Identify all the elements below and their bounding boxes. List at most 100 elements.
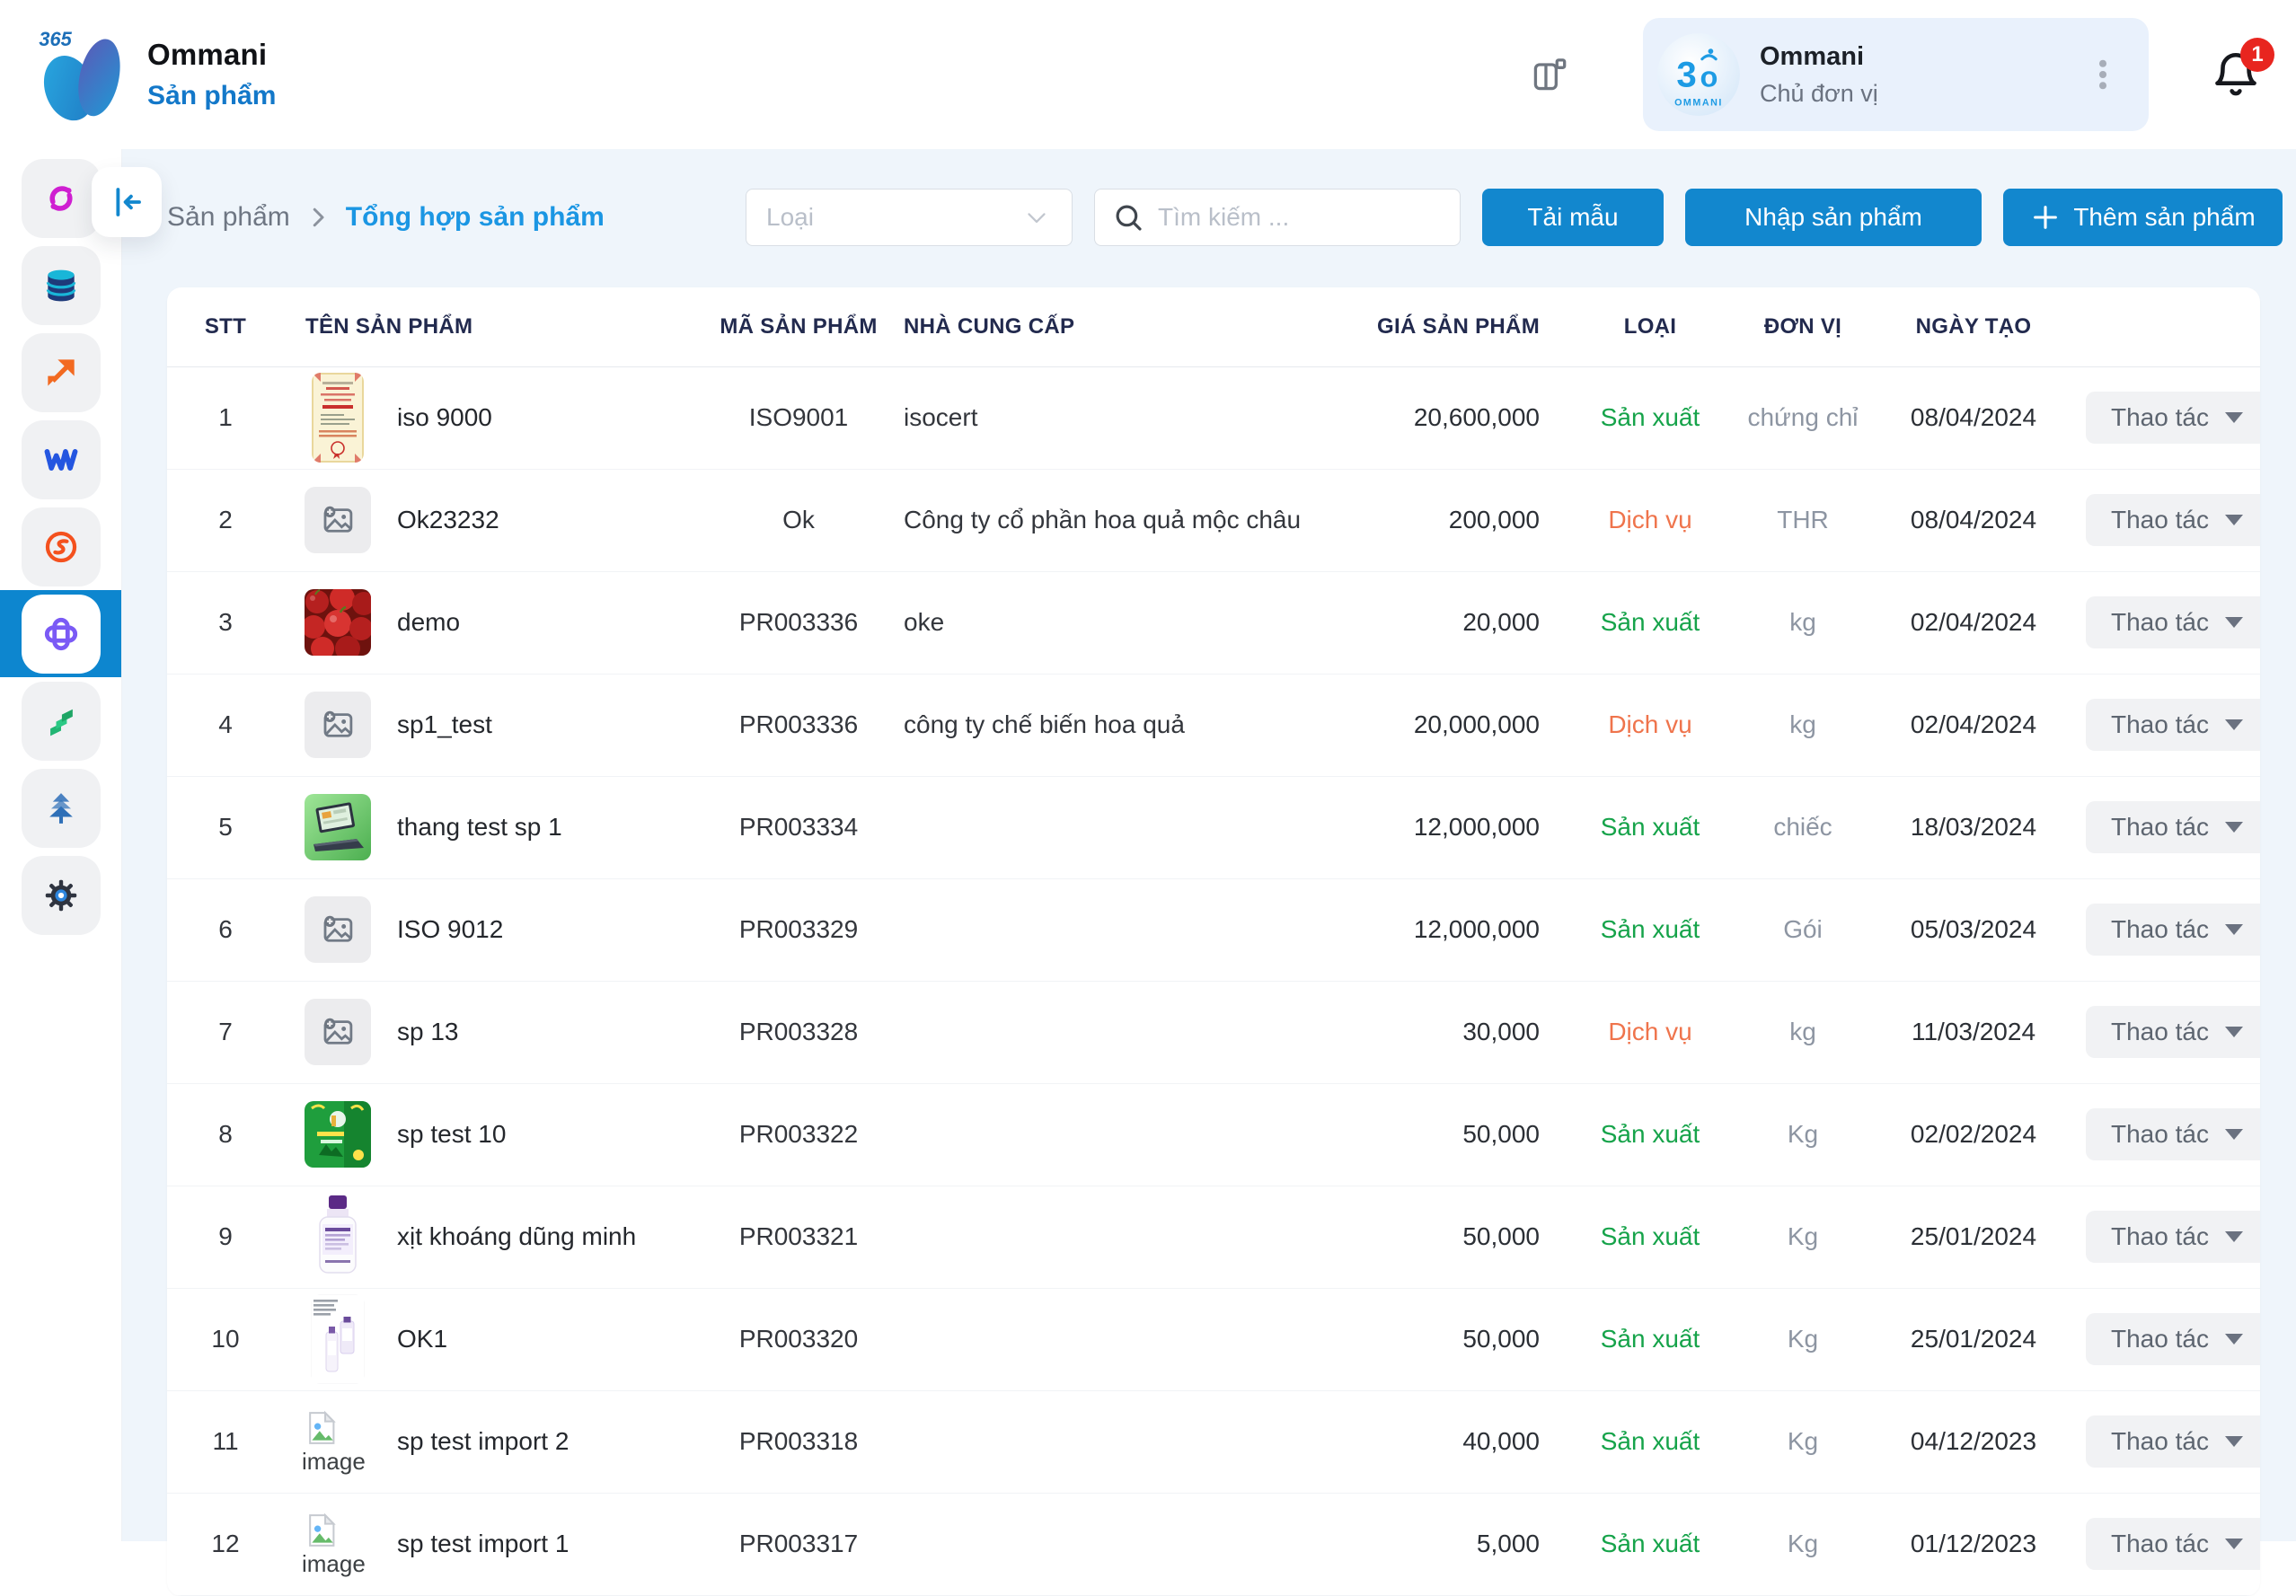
product-type: Dịch vụ <box>1556 469 1744 571</box>
col-code: MÃ SẢN PHẨM <box>715 287 882 366</box>
tenant-role: Chủ đơn vị <box>1760 80 1878 108</box>
blue-w-icon <box>22 420 101 499</box>
row-actions-label: Thao tác <box>2111 915 2209 944</box>
product-type: Sản xuất <box>1556 366 1744 469</box>
actions-cell: Thao tác <box>2086 1083 2260 1186</box>
product-price: 30,000 <box>1367 981 1556 1083</box>
table-row: 11imagesp test import 2PR00331840,000Sản… <box>167 1390 2260 1493</box>
add-product-button[interactable]: Thêm sản phẩm <box>2003 189 2283 246</box>
row-index: 10 <box>167 1288 284 1390</box>
type-filter-select[interactable]: Loại <box>746 189 1073 246</box>
product-code: PR003318 <box>715 1390 882 1493</box>
product-type: Sản xuất <box>1556 1493 1744 1595</box>
import-products-button[interactable]: Nhập sản phẩm <box>1685 189 1982 246</box>
row-actions-button[interactable]: Thao tác <box>2086 904 2260 956</box>
sidebar-collapse-button[interactable] <box>92 167 162 237</box>
product-thumbnail <box>302 487 374 553</box>
row-actions-button[interactable]: Thao tác <box>2086 1415 2260 1468</box>
row-actions-label: Thao tác <box>2111 710 2209 739</box>
sidebar-item-purple-clover[interactable] <box>0 590 121 677</box>
row-index: 6 <box>167 878 284 981</box>
page-toolbar: Sản phẩm Tổng hợp sản phẩm Loại Tải mẫu … <box>167 189 2283 246</box>
svg-text:3: 3 <box>1676 54 1696 94</box>
sidebar-item-orange-ring[interactable] <box>0 503 121 590</box>
product-name: OK1 <box>397 1325 447 1354</box>
product-unit: Gói <box>1744 878 1861 981</box>
product-price: 12,000,000 <box>1367 776 1556 878</box>
database-icon <box>22 246 101 325</box>
blue-tree-icon <box>22 769 101 848</box>
product-name: demo <box>397 608 460 637</box>
sidebar-item-settings-gear[interactable] <box>0 851 121 939</box>
row-actions-button[interactable]: Thao tác <box>2086 392 2260 444</box>
chevron-down-icon <box>1021 202 1052 233</box>
breadcrumb-current[interactable]: Tổng hợp sản phẩm <box>346 202 605 233</box>
row-actions-button[interactable]: Thao tác <box>2086 1108 2260 1160</box>
product-name: xịt khoáng dũng minh <box>397 1222 636 1251</box>
tenant-avatar: 3 o OMMANI <box>1657 33 1740 116</box>
product-unit: kg <box>1744 981 1861 1083</box>
row-actions-label: Thao tác <box>2111 1530 2209 1558</box>
product-name: Ok23232 <box>397 506 499 534</box>
sidebar-item-orange-arrow[interactable] <box>0 329 121 416</box>
sidebar-item-database[interactable] <box>0 242 121 329</box>
row-actions-button[interactable]: Thao tác <box>2086 699 2260 751</box>
col-name: TÊN SẢN PHẨM <box>284 287 715 366</box>
product-unit: Kg <box>1744 1493 1861 1595</box>
notifications-button[interactable]: 1 <box>2210 48 2262 101</box>
sidebar-item-blue-tree[interactable] <box>0 764 121 851</box>
product-price: 5,000 <box>1367 1493 1556 1595</box>
product-name-cell: ISO 9012 <box>284 878 715 981</box>
col-price: GIÁ SẢN PHẨM <box>1367 287 1556 366</box>
row-actions-button[interactable]: Thao tác <box>2086 596 2260 648</box>
broken-image: image <box>302 1408 374 1476</box>
product-name-cell: OK1 <box>284 1288 715 1390</box>
search-input[interactable] <box>1158 203 1444 232</box>
tenant-switcher[interactable]: 3 o OMMANI Ommani Chủ đơn vị <box>1643 18 2149 131</box>
product-name-cell: Ok23232 <box>284 469 715 571</box>
apps-grid-button[interactable] <box>1528 53 1571 96</box>
app-logo-365: 365 <box>36 26 129 123</box>
product-unit: Kg <box>1744 1186 1861 1288</box>
row-index: 5 <box>167 776 284 878</box>
search-icon <box>1111 200 1145 234</box>
breadcrumb-parent[interactable]: Sản phẩm <box>167 202 290 233</box>
product-code: Ok <box>715 469 882 571</box>
product-thumbnail <box>302 896 374 963</box>
sidebar-item-blue-w[interactable] <box>0 416 121 503</box>
product-name: iso 9000 <box>397 403 492 432</box>
tenant-menu-button[interactable] <box>2084 56 2122 93</box>
table-row: 2Ok23232OkCông ty cổ phần hoa quả mộc ch… <box>167 469 2260 571</box>
product-price: 20,600,000 <box>1367 366 1556 469</box>
main-content: Sản phẩm Tổng hợp sản phẩm Loại Tải mẫu … <box>122 149 2296 1541</box>
product-type: Sản xuất <box>1556 1390 1744 1493</box>
actions-cell: Thao tác <box>2086 674 2260 776</box>
caret-down-icon <box>2225 822 2243 833</box>
row-actions-button[interactable]: Thao tác <box>2086 1313 2260 1365</box>
product-thumbnail <box>302 999 374 1065</box>
product-code: PR003320 <box>715 1288 882 1390</box>
actions-cell: Thao tác <box>2086 878 2260 981</box>
download-template-button[interactable]: Tải mẫu <box>1482 189 1664 246</box>
product-code: PR003321 <box>715 1186 882 1288</box>
app-sidebar <box>0 149 122 1541</box>
actions-cell: Thao tác <box>2086 1493 2260 1595</box>
created-date: 08/04/2024 <box>1861 366 2086 469</box>
supplier: oke <box>882 571 1367 674</box>
row-actions-button[interactable]: Thao tác <box>2086 1211 2260 1263</box>
row-actions-button[interactable]: Thao tác <box>2086 801 2260 853</box>
apps-grid-icon <box>1530 55 1569 94</box>
created-date: 25/01/2024 <box>1861 1186 2086 1288</box>
row-index: 7 <box>167 981 284 1083</box>
supplier: công ty chế biến hoa quả <box>882 674 1367 776</box>
sidebar-item-green-layers[interactable] <box>0 677 121 764</box>
row-actions-button[interactable]: Thao tác <box>2086 494 2260 546</box>
row-actions-button[interactable]: Thao tác <box>2086 1518 2260 1570</box>
products-table-card: STT TÊN SẢN PHẨM MÃ SẢN PHẨM NHÀ CUNG CẤ… <box>167 287 2260 1596</box>
row-actions-label: Thao tác <box>2111 1120 2209 1149</box>
row-index: 3 <box>167 571 284 674</box>
col-actions <box>2086 287 2260 366</box>
row-actions-button[interactable]: Thao tác <box>2086 1006 2260 1058</box>
product-name: sp 13 <box>397 1018 459 1046</box>
supplier <box>882 1083 1367 1186</box>
